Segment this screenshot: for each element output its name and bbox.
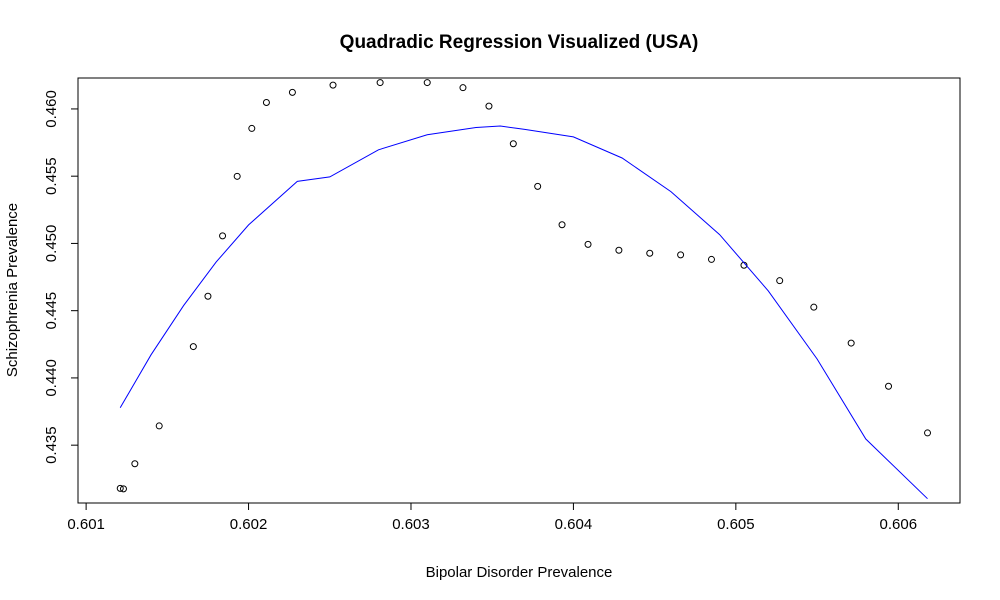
y-tick-label: 0.440 [43, 359, 60, 397]
data-point [558, 221, 566, 229]
x-axis: 0.601 0.602 0.603 0.604 0.605 0.606 [67, 502, 918, 533]
data-point [219, 232, 227, 240]
data-point [116, 484, 124, 492]
x-tick-label: 0.603 [392, 516, 430, 533]
data-point [677, 251, 685, 259]
data-point [485, 102, 493, 110]
data-point [423, 79, 431, 87]
data-point [924, 429, 932, 437]
x-tick-label: 0.601 [67, 516, 105, 533]
data-point [534, 182, 542, 190]
data-point [584, 240, 592, 248]
data-point [376, 79, 384, 87]
data-point [885, 382, 893, 390]
data-point [262, 98, 270, 106]
data-point [248, 124, 256, 132]
chart-title: Quadradic Regression Visualized (USA) [340, 32, 699, 53]
x-tick-label: 0.604 [555, 516, 593, 533]
x-axis-label: Bipolar Disorder Prevalence [426, 564, 613, 581]
data-point [810, 303, 818, 311]
data-point [119, 485, 127, 493]
data-point [204, 292, 212, 300]
data-point [615, 246, 623, 254]
data-point [459, 84, 467, 92]
y-axis-label: Schizophrenia Prevalence [4, 203, 21, 377]
data-point [707, 255, 715, 263]
data-point [847, 339, 855, 347]
data-point [776, 277, 784, 285]
y-tick-label: 0.435 [43, 426, 60, 464]
data-point [131, 460, 139, 468]
x-tick-label: 0.606 [880, 516, 918, 533]
data-point [233, 172, 241, 180]
data-point [329, 81, 337, 89]
y-tick-label: 0.450 [43, 225, 60, 263]
data-point [189, 343, 197, 351]
y-tick-label: 0.445 [43, 292, 60, 330]
y-tick-label: 0.455 [43, 157, 60, 195]
data-point [288, 88, 296, 96]
data-point [155, 422, 163, 430]
plot-area-frame [77, 77, 961, 504]
x-tick-label: 0.602 [230, 516, 268, 533]
y-axis: 0.435 0.440 0.445 0.450 0.455 0.460 [43, 90, 79, 464]
x-tick-label: 0.605 [717, 516, 755, 533]
series-layer [116, 79, 932, 500]
y-tick-label: 0.460 [43, 90, 60, 128]
regression-curve [119, 125, 928, 500]
data-point [509, 140, 517, 148]
data-point [646, 249, 654, 257]
